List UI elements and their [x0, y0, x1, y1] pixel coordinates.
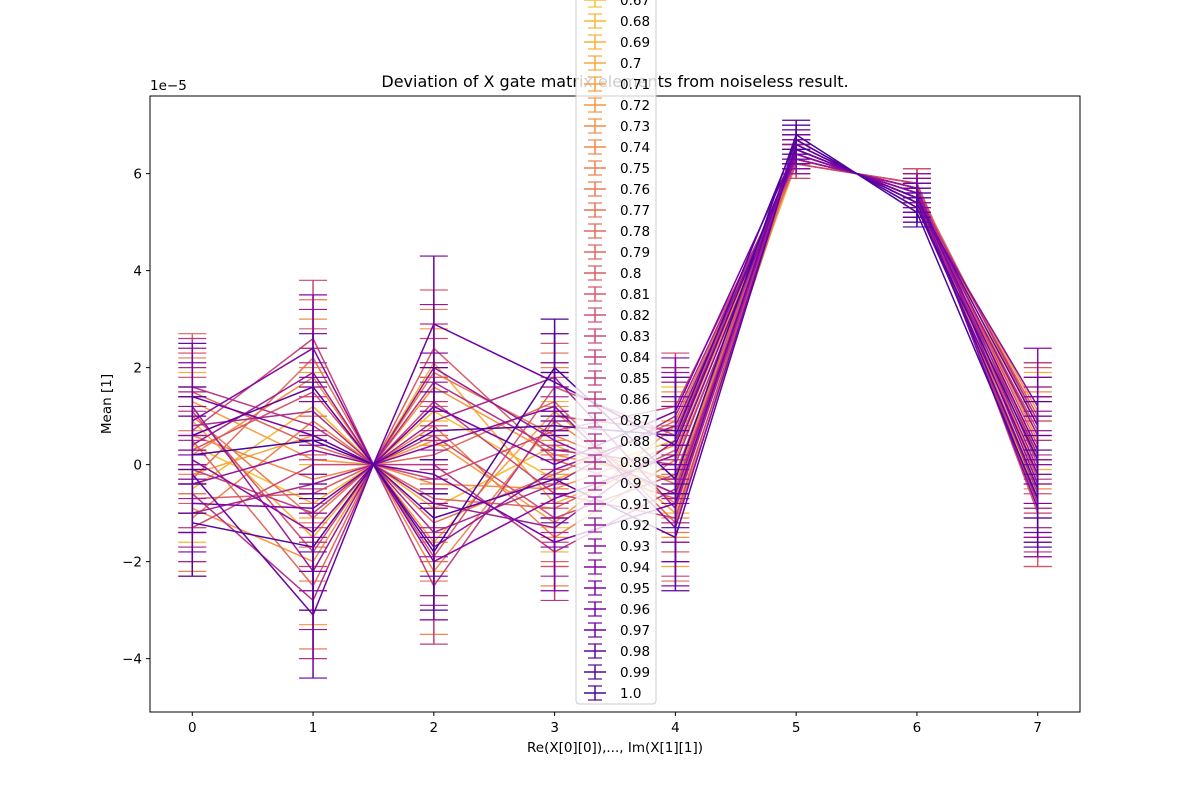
legend-label: 0.95 [620, 581, 650, 597]
legend-label: 0.79 [620, 245, 650, 261]
legend-item-0.97: 0.97 [584, 622, 650, 639]
legend-label: 0.87 [620, 413, 650, 429]
y-tick-label: −2 [122, 555, 142, 571]
legend-label: 0.93 [620, 539, 650, 555]
legend-label: 0.85 [620, 371, 650, 387]
legend-item-0.69: 0.69 [584, 34, 650, 51]
x-axis-title: Re(X[0][0]),..., Im(X[1][1]) [527, 740, 703, 756]
y-offset-text: 1e−5 [150, 78, 187, 94]
legend-item-0.78: 0.78 [584, 223, 650, 240]
legend-label: 0.69 [620, 35, 650, 51]
legend-item-0.81: 0.81 [584, 286, 650, 303]
legend-item-0.92: 0.92 [584, 517, 650, 534]
legend-label: 0.8 [620, 266, 641, 282]
legend-label: 0.7 [620, 56, 641, 72]
legend-item-0.95: 0.95 [584, 580, 650, 597]
x-tick-label: 0 [188, 720, 197, 736]
legend-item-0.68: 0.68 [584, 13, 650, 30]
legend-label: 0.77 [620, 203, 650, 219]
legend-label: 0.97 [620, 623, 650, 639]
legend-item-0.82: 0.82 [584, 307, 650, 324]
legend-label: 0.76 [620, 182, 650, 198]
legend-item-0.83: 0.83 [584, 328, 650, 345]
legend-label: 0.96 [620, 602, 650, 618]
legend-label: 0.81 [620, 287, 650, 303]
legend-item-0.88: 0.88 [584, 433, 650, 450]
y-tick-label: 6 [133, 167, 142, 183]
x-tick-label: 1 [309, 720, 318, 736]
y-tick-label: 0 [133, 458, 142, 474]
legend-label: 0.88 [620, 434, 650, 450]
legend-label: 0.67 [620, 0, 650, 9]
legend-item-0.7: 0.7 [584, 55, 641, 72]
legend-item-0.79: 0.79 [584, 244, 650, 261]
legend-item-0.67: 0.67 [584, 0, 650, 9]
legend-label: 0.84 [620, 350, 650, 366]
legend-label: 0.73 [620, 119, 650, 135]
legend-label: 0.98 [620, 644, 650, 660]
x-tick-label: 2 [430, 720, 439, 736]
legend-item-0.96: 0.96 [584, 601, 650, 618]
legend-item-0.75: 0.75 [584, 160, 650, 177]
legend-item-0.91: 0.91 [584, 496, 650, 513]
y-axis-title: Mean [1] [99, 374, 115, 434]
legend-item-0.77: 0.77 [584, 202, 650, 219]
legend-item-0.87: 0.87 [584, 412, 650, 429]
legend-box [575, 0, 657, 705]
legend-item-0.89: 0.89 [584, 454, 650, 471]
y-axis: −4 −2 0 2 4 6 [122, 167, 150, 668]
legend-item-0.71: 0.71 [584, 76, 650, 93]
legend-item-0.84: 0.84 [584, 349, 650, 366]
legend-item-0.94: 0.94 [584, 559, 650, 576]
y-tick-label: 2 [133, 361, 142, 377]
legend-item-1.0: 1.0 [584, 685, 641, 702]
legend-label: 0.75 [620, 161, 650, 177]
legend-label: 0.68 [620, 14, 650, 30]
y-tick-label: 4 [133, 264, 142, 280]
legend-label: 0.92 [620, 518, 650, 534]
legend-item-0.93: 0.93 [584, 538, 650, 555]
x-tick-label: 6 [913, 720, 922, 736]
legend-item-0.86: 0.86 [584, 391, 650, 408]
legend-item-0.74: 0.74 [584, 139, 650, 156]
legend-label: 0.82 [620, 308, 650, 324]
x-tick-label: 4 [671, 720, 680, 736]
legend-label: 0.91 [620, 497, 650, 513]
legend-item-0.72: 0.72 [584, 97, 650, 114]
x-tick-label: 7 [1033, 720, 1042, 736]
legend-item-0.98: 0.98 [584, 643, 650, 660]
legend-item-0.76: 0.76 [584, 181, 650, 198]
legend-label: 0.99 [620, 665, 650, 681]
legend-item-0.8: 0.8 [584, 265, 641, 282]
legend-label: 1.0 [620, 686, 641, 702]
legend-label: 0.72 [620, 98, 650, 114]
legend-label: 0.83 [620, 329, 650, 345]
legend-label: 0.94 [620, 560, 650, 576]
legend-label: 0.74 [620, 140, 650, 156]
y-tick-label: −4 [122, 652, 142, 668]
legend-label: 0.78 [620, 224, 650, 240]
legend-label: 0.71 [620, 77, 650, 93]
legend-label: 0.89 [620, 455, 650, 471]
legend-item-0.99: 0.99 [584, 664, 650, 681]
x-tick-label: 3 [550, 720, 559, 736]
legend-item-0.85: 0.85 [584, 370, 650, 387]
x-axis: 0 1 2 3 4 5 6 7 [188, 712, 1042, 736]
legend-label: 0.9 [620, 476, 641, 492]
legend-item-0.9: 0.9 [584, 475, 641, 492]
x-tick-label: 5 [792, 720, 801, 736]
legend: 0.67 0.68 0.69 0.7 0.71 0.72 0.73 0.74 0.75 0.76 0… [575, 0, 657, 705]
legend-item-0.73: 0.73 [584, 118, 650, 135]
legend-label: 0.86 [620, 392, 650, 408]
